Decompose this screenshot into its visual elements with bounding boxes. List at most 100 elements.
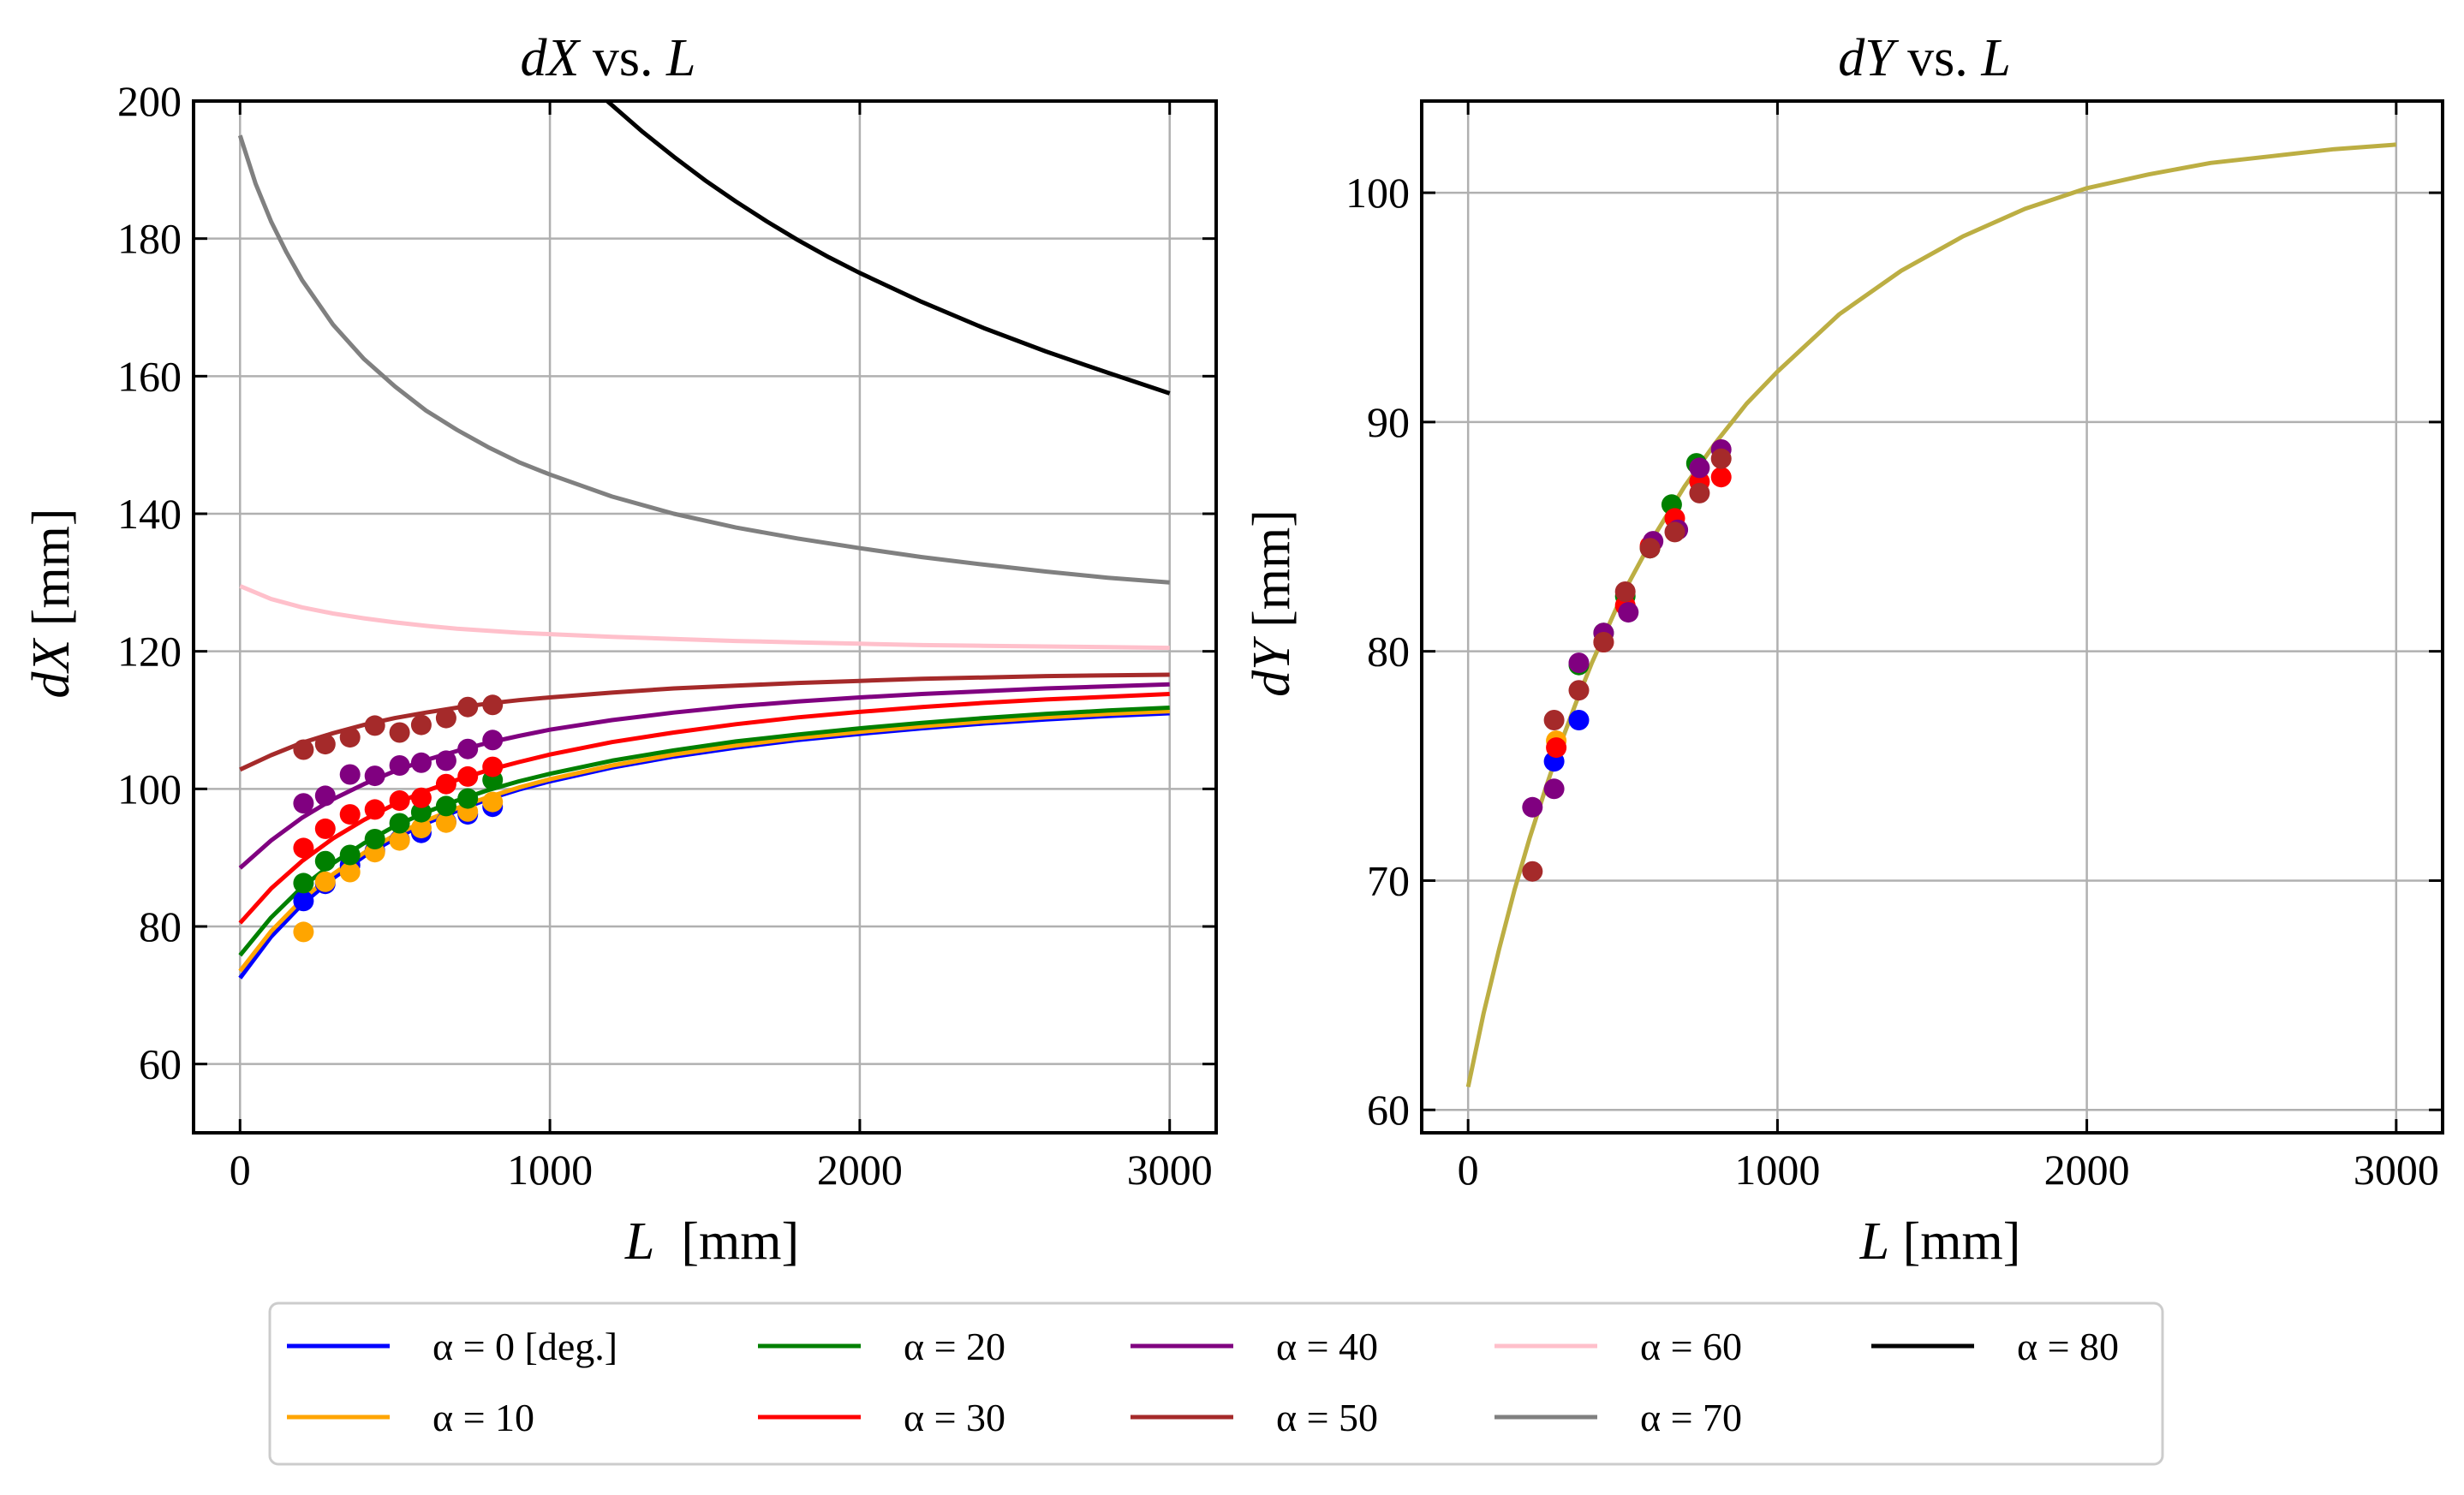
legend-label: α = 40: [1276, 1325, 1378, 1368]
legend-label: α = 30: [904, 1396, 1005, 1439]
data-point: [339, 861, 361, 883]
title-var2: L: [1980, 29, 2010, 87]
legend-label: α = 10: [433, 1396, 534, 1439]
legend-items: α = 0 [deg.] α = 10 α = 20 α = 30 α = 40 α = …: [287, 1325, 2119, 1439]
xlabel-rest: [mm]: [1889, 1212, 2020, 1271]
data-point: [1522, 861, 1543, 882]
y-tick-label: 70: [1367, 856, 1410, 904]
data-point: [293, 837, 314, 859]
data-point: [435, 795, 456, 817]
ylabel-rest: [mm]: [1243, 509, 1301, 640]
plot-frame: [1420, 99, 2444, 1135]
data-point: [339, 764, 361, 785]
data-point: [435, 773, 456, 795]
data-point: [1546, 737, 1567, 759]
y-tick-label: 100: [117, 765, 182, 813]
plot-frame: [192, 99, 1218, 1135]
data-point: [1689, 457, 1710, 479]
data-point: [1639, 538, 1661, 559]
x-tick-label: 3000: [2354, 1146, 2439, 1194]
data-point: [1710, 448, 1732, 469]
legend-label: α = 0 [deg.]: [433, 1325, 617, 1368]
data-point: [314, 818, 336, 839]
data-point: [457, 696, 479, 718]
chart-title-dx: dX vs. L: [521, 29, 696, 87]
data-point: [339, 804, 361, 825]
data-point: [1568, 710, 1590, 730]
data-point: [364, 799, 385, 820]
series-line: [239, 584, 1170, 651]
legend-label: α = 20: [904, 1325, 1005, 1368]
data-point: [457, 738, 479, 759]
data-point: [410, 787, 432, 808]
series-line: [238, 682, 1170, 870]
data-point: [410, 801, 432, 823]
series-layer: [1465, 142, 2396, 1087]
x-tick-label: 2000: [817, 1146, 903, 1194]
data-point: [389, 830, 410, 851]
data-point: [1618, 602, 1639, 623]
data-point: [293, 890, 314, 912]
ylabel-var: dX: [22, 638, 81, 699]
data-point: [339, 727, 361, 748]
x-tick-label: 1000: [1734, 1146, 1820, 1194]
data-point: [1614, 581, 1636, 602]
data-point: [435, 707, 456, 729]
data-point: [314, 871, 336, 892]
chart-title-dy: dY vs. L: [1838, 29, 2011, 87]
data-point: [293, 793, 314, 814]
data-point: [389, 755, 410, 776]
y-tick-label: 60: [139, 1040, 182, 1088]
y-tick-label: 200: [117, 77, 182, 125]
points-layer: [293, 694, 504, 943]
y-tick-label: 140: [117, 490, 182, 538]
x-tick-label: 2000: [2044, 1146, 2130, 1194]
legend: α = 0 [deg.] α = 10 α = 20 α = 30 α = 40 α = …: [268, 1301, 2164, 1466]
title-var2: L: [665, 29, 695, 87]
xlabel-rest: [mm]: [654, 1212, 799, 1271]
points-layer: [1522, 439, 1732, 882]
data-point: [410, 818, 432, 839]
ylabel-rest: [mm]: [22, 508, 81, 639]
ticks-layer: 0 1000 2000 3000 60 80 100 120 140 160 180 200: [117, 77, 1216, 1194]
y-tick-label: 180: [117, 215, 182, 263]
y-tick-label: 60: [1367, 1086, 1410, 1134]
data-point: [410, 714, 432, 736]
y-tick-label: 80: [1367, 628, 1410, 676]
xlabel-var: L: [624, 1212, 654, 1271]
data-point: [457, 788, 479, 809]
data-point: [1568, 680, 1590, 701]
data-point: [314, 850, 336, 872]
data-point: [435, 812, 456, 833]
title-var: dX: [521, 29, 582, 87]
series-line: [606, 101, 1171, 396]
data-point: [364, 829, 385, 849]
y-tick-label: 100: [1345, 169, 1410, 217]
y-axis-title: dX [mm]: [22, 442, 81, 791]
chart-dy-vs-l: dY vs. L 0 1000 2000 3000 60 70 80 90 100 L [mm]…: [1243, 29, 2444, 1271]
x-axis-title: L [mm]: [1767, 1212, 2087, 1271]
series-line: [238, 692, 1170, 925]
data-point: [389, 722, 410, 743]
legend-label: α = 70: [1640, 1396, 1742, 1439]
data-point: [389, 790, 410, 811]
data-point: [482, 730, 504, 751]
data-point: [1543, 778, 1565, 800]
data-point: [293, 921, 314, 943]
data-point: [482, 694, 504, 716]
legend-frame: [268, 1301, 2164, 1466]
data-point: [389, 813, 410, 834]
legend-label: α = 60: [1640, 1325, 1742, 1368]
ylabel-var: dY: [1243, 636, 1301, 697]
data-point: [314, 785, 336, 807]
x-tick-label: 0: [230, 1146, 251, 1194]
data-point: [293, 873, 314, 894]
x-tick-label: 1000: [507, 1146, 593, 1194]
data-point: [364, 765, 385, 787]
series-line: [237, 134, 1170, 585]
data-point: [1664, 521, 1685, 543]
data-point: [339, 844, 361, 866]
data-point: [1710, 467, 1732, 488]
data-point: [314, 734, 336, 755]
xlabel-var: L: [1859, 1212, 1889, 1271]
